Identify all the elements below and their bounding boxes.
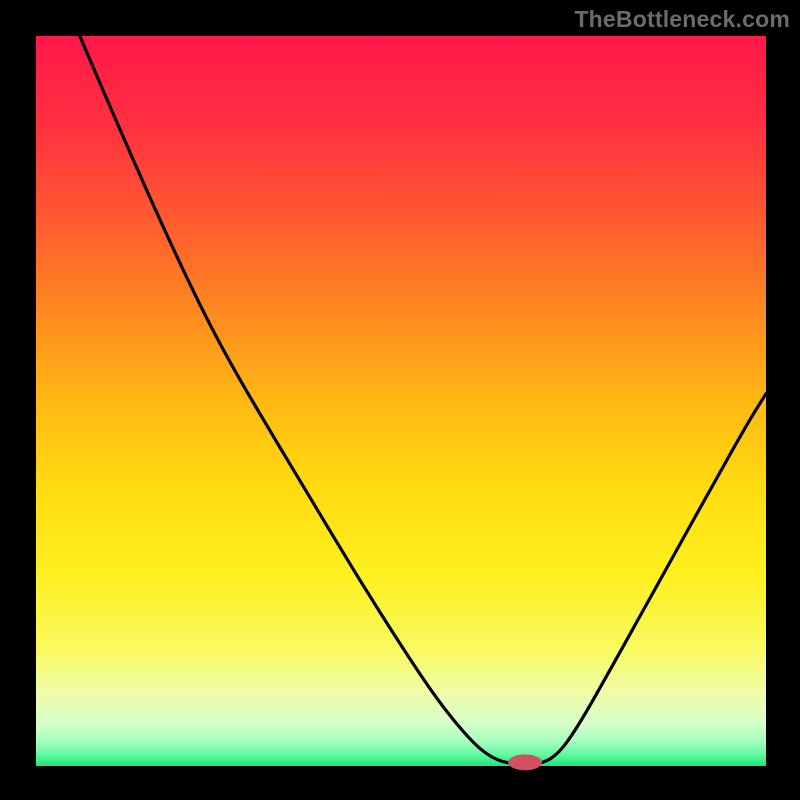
- watermark-text: TheBottleneck.com: [574, 6, 790, 33]
- bottleneck-chart: TheBottleneck.com: [0, 0, 800, 800]
- chart-svg: [0, 0, 800, 800]
